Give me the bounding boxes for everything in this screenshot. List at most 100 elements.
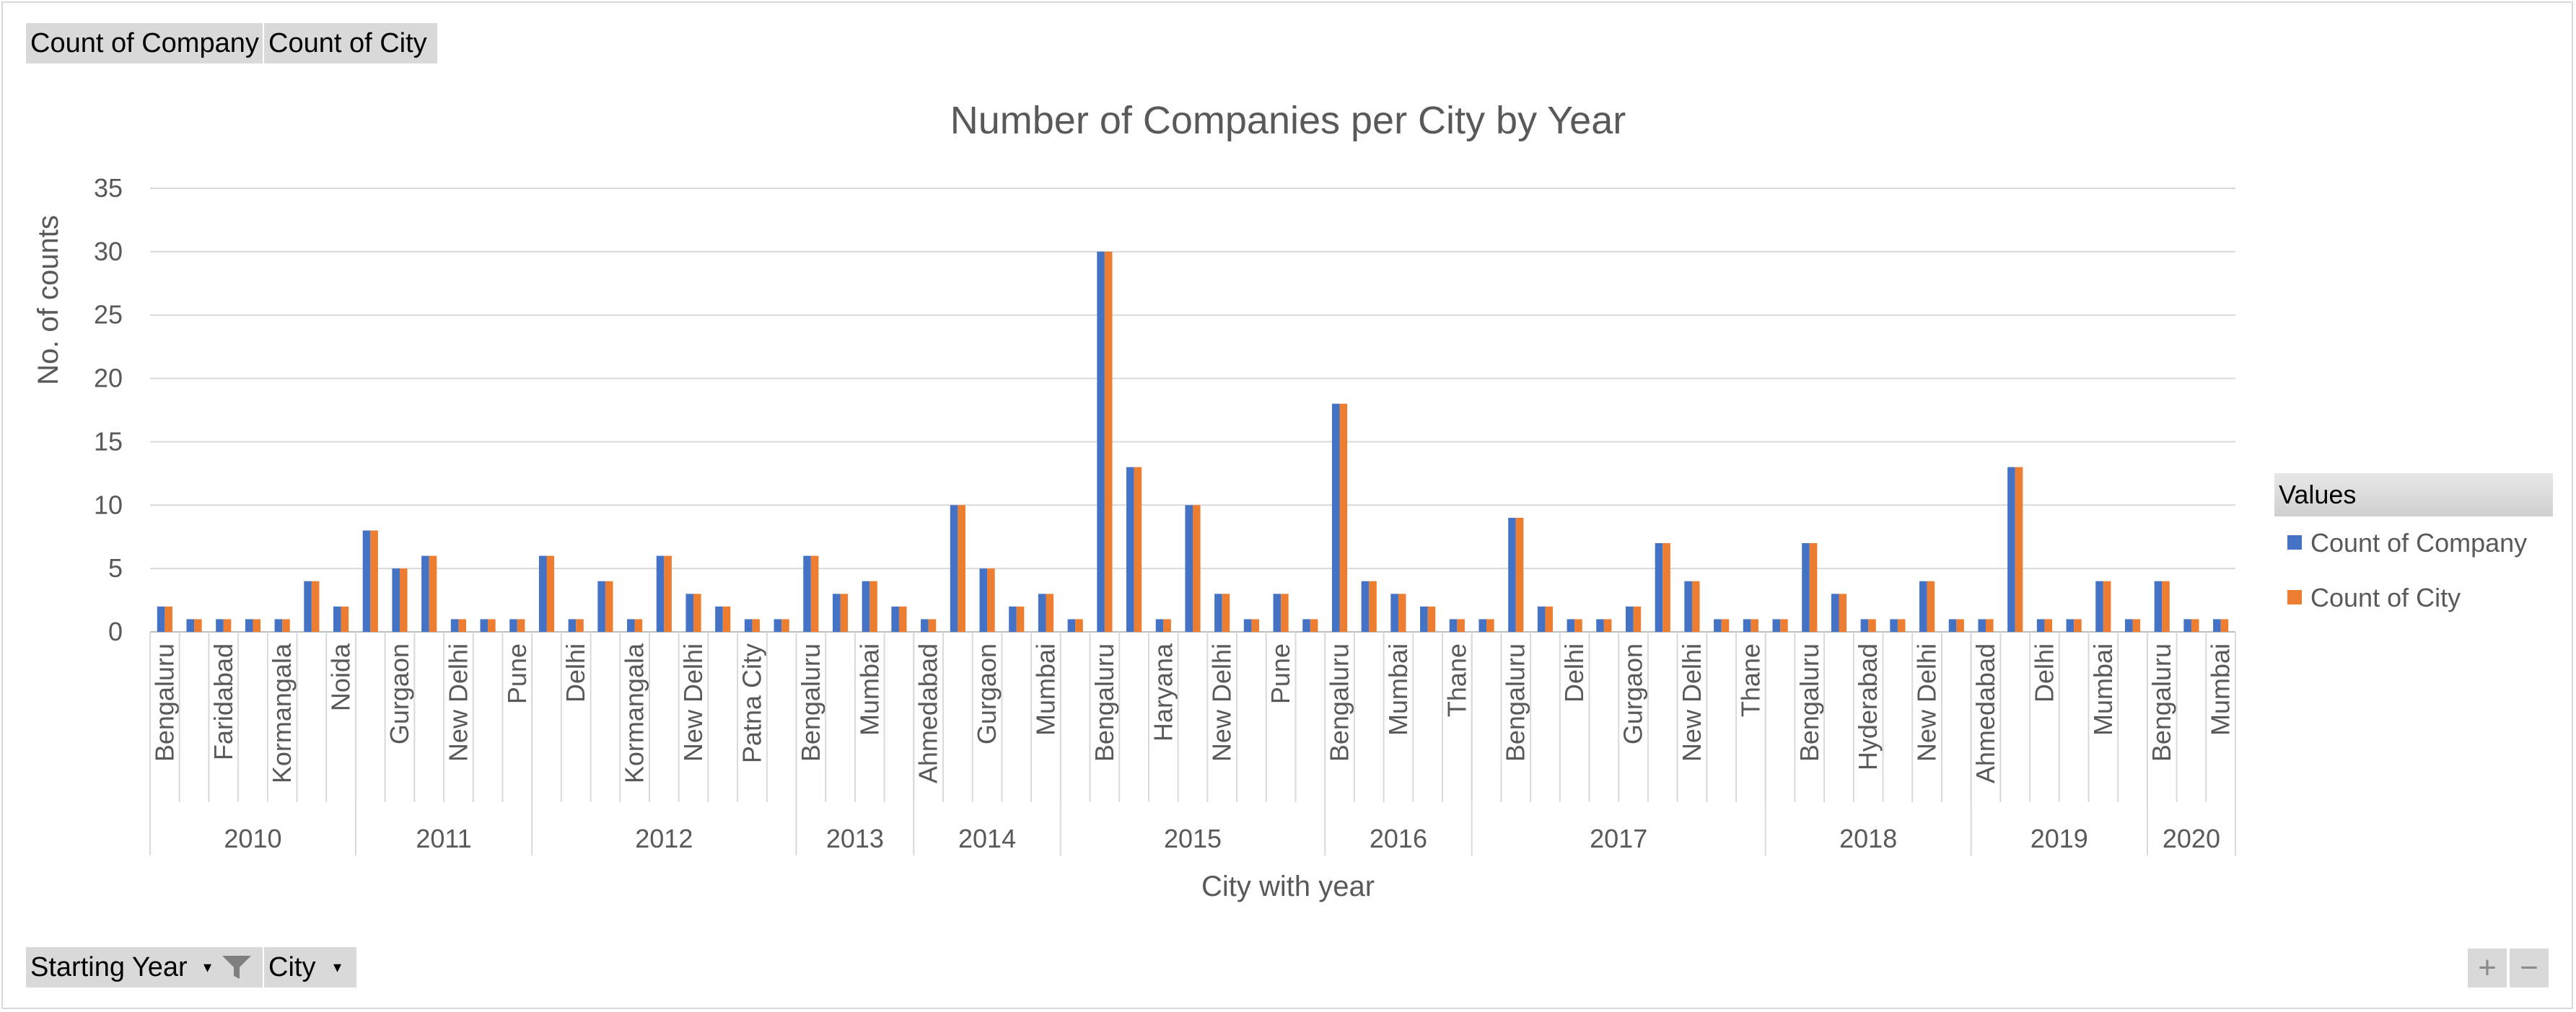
zoom-in-button[interactable]: + bbox=[2468, 949, 2507, 987]
bar-count-of-city[interactable] bbox=[1310, 619, 1318, 632]
bar-count-of-city[interactable] bbox=[1222, 594, 1230, 632]
bar-count-of-company[interactable] bbox=[744, 619, 753, 632]
bar-count-of-city[interactable] bbox=[1603, 619, 1612, 632]
bar-count-of-city[interactable] bbox=[693, 594, 701, 632]
bar-count-of-city[interactable] bbox=[370, 530, 378, 632]
bar-count-of-city[interactable] bbox=[1251, 619, 1259, 632]
bar-count-of-company[interactable] bbox=[1684, 581, 1692, 632]
bar-count-of-company[interactable] bbox=[480, 619, 489, 632]
bar-count-of-city[interactable] bbox=[1281, 594, 1289, 632]
bar-count-of-company[interactable] bbox=[1038, 594, 1046, 632]
bar-count-of-company[interactable] bbox=[1243, 619, 1252, 632]
bar-count-of-city[interactable] bbox=[1515, 517, 1524, 632]
bar-count-of-company[interactable] bbox=[1802, 543, 1810, 632]
bar-count-of-company[interactable] bbox=[891, 606, 899, 632]
bar-count-of-city[interactable] bbox=[1868, 619, 1876, 632]
bar-count-of-city[interactable] bbox=[958, 505, 965, 632]
bar-count-of-company[interactable] bbox=[1214, 594, 1222, 632]
bar-count-of-company[interactable] bbox=[1478, 619, 1487, 632]
bar-count-of-city[interactable] bbox=[2132, 619, 2141, 632]
bar-count-of-company[interactable] bbox=[1714, 619, 1722, 632]
bar-count-of-company[interactable] bbox=[450, 619, 459, 632]
bar-count-of-company[interactable] bbox=[1273, 594, 1282, 632]
bar-count-of-company[interactable] bbox=[803, 555, 811, 632]
count-of-company-field-button[interactable]: Count of Company bbox=[26, 23, 264, 63]
bar-count-of-company[interactable] bbox=[509, 619, 517, 632]
bar-count-of-city[interactable] bbox=[1839, 594, 1847, 632]
bar-count-of-city[interactable] bbox=[605, 581, 613, 632]
bar-count-of-company[interactable] bbox=[1625, 606, 1634, 632]
zoom-out-button[interactable]: − bbox=[2510, 949, 2549, 987]
bar-count-of-city[interactable] bbox=[1104, 251, 1113, 632]
bar-count-of-company[interactable] bbox=[1831, 594, 1839, 632]
bar-count-of-city[interactable] bbox=[1075, 619, 1083, 632]
bar-count-of-company[interactable] bbox=[1743, 619, 1751, 632]
bar-count-of-city[interactable] bbox=[517, 619, 525, 632]
bar-count-of-city[interactable] bbox=[1751, 619, 1758, 632]
bar-count-of-city[interactable] bbox=[1956, 619, 1964, 632]
bar-count-of-city[interactable] bbox=[1486, 619, 1494, 632]
bar-count-of-city[interactable] bbox=[1457, 619, 1465, 632]
bar-count-of-city[interactable] bbox=[2044, 619, 2053, 632]
bar-count-of-company[interactable] bbox=[2154, 581, 2163, 632]
bar-count-of-city[interactable] bbox=[1016, 606, 1025, 632]
bar-count-of-city[interactable] bbox=[752, 619, 761, 632]
bar-count-of-company[interactable] bbox=[1449, 619, 1458, 632]
bar-count-of-company[interactable] bbox=[1361, 581, 1370, 632]
bar-count-of-city[interactable] bbox=[1691, 581, 1700, 632]
bar-count-of-city[interactable] bbox=[399, 568, 408, 632]
bar-count-of-city[interactable] bbox=[1545, 606, 1554, 632]
bar-count-of-city[interactable] bbox=[165, 606, 172, 632]
bar-count-of-company[interactable] bbox=[1185, 505, 1193, 632]
bar-count-of-company[interactable] bbox=[216, 619, 224, 632]
bar-count-of-company[interactable] bbox=[685, 594, 694, 632]
bar-count-of-city[interactable] bbox=[2191, 619, 2199, 632]
bar-count-of-city[interactable] bbox=[2162, 581, 2170, 632]
bar-count-of-company[interactable] bbox=[333, 606, 341, 632]
bar-count-of-company[interactable] bbox=[1596, 619, 1604, 632]
bar-count-of-city[interactable] bbox=[1721, 619, 1730, 632]
bar-count-of-company[interactable] bbox=[1302, 619, 1310, 632]
bar-count-of-city[interactable] bbox=[1369, 581, 1377, 632]
bar-count-of-company[interactable] bbox=[1331, 403, 1340, 632]
bar-count-of-company[interactable] bbox=[568, 619, 577, 632]
bar-count-of-company[interactable] bbox=[1860, 619, 1869, 632]
bar-count-of-city[interactable] bbox=[987, 568, 995, 632]
bar-count-of-city[interactable] bbox=[253, 619, 261, 632]
legend-item-count-of-company[interactable]: Count of Company bbox=[2287, 528, 2527, 558]
bar-count-of-company[interactable] bbox=[1978, 619, 1986, 632]
bar-count-of-company[interactable] bbox=[2066, 619, 2075, 632]
bar-count-of-company[interactable] bbox=[538, 555, 547, 632]
bar-count-of-company[interactable] bbox=[2007, 467, 2015, 632]
bar-count-of-city[interactable] bbox=[1662, 543, 1670, 632]
count-of-city-field-button[interactable]: Count of City bbox=[264, 23, 439, 63]
bar-count-of-company[interactable] bbox=[1890, 619, 1898, 632]
bar-count-of-company[interactable] bbox=[362, 530, 371, 632]
bar-count-of-company[interactable] bbox=[1772, 619, 1781, 632]
bar-count-of-city[interactable] bbox=[1780, 619, 1788, 632]
bar-count-of-city[interactable] bbox=[898, 606, 907, 632]
bar-count-of-city[interactable] bbox=[2015, 467, 2023, 632]
bar-count-of-city[interactable] bbox=[1134, 467, 1142, 632]
bar-count-of-city[interactable] bbox=[194, 619, 202, 632]
bar-count-of-company[interactable] bbox=[1126, 467, 1134, 632]
bar-count-of-company[interactable] bbox=[921, 619, 929, 632]
bar-count-of-company[interactable] bbox=[1009, 606, 1017, 632]
bar-count-of-company[interactable] bbox=[715, 606, 723, 632]
bar-count-of-company[interactable] bbox=[2036, 619, 2045, 632]
city-filter-button[interactable]: City ▾ bbox=[264, 947, 358, 987]
bar-count-of-company[interactable] bbox=[979, 568, 988, 632]
bar-count-of-company[interactable] bbox=[1919, 581, 1927, 632]
bar-count-of-company[interactable] bbox=[1097, 251, 1105, 632]
bar-count-of-city[interactable] bbox=[1927, 581, 1935, 632]
bar-count-of-company[interactable] bbox=[1655, 543, 1663, 632]
bar-count-of-company[interactable] bbox=[2095, 581, 2103, 632]
bar-count-of-city[interactable] bbox=[488, 619, 496, 632]
bar-count-of-city[interactable] bbox=[2074, 619, 2082, 632]
bar-count-of-city[interactable] bbox=[1986, 619, 1994, 632]
bar-count-of-city[interactable] bbox=[282, 619, 290, 632]
bar-count-of-city[interactable] bbox=[576, 619, 584, 632]
bar-count-of-city[interactable] bbox=[341, 606, 349, 632]
bar-count-of-company[interactable] bbox=[774, 619, 782, 632]
bar-count-of-company[interactable] bbox=[304, 581, 312, 632]
